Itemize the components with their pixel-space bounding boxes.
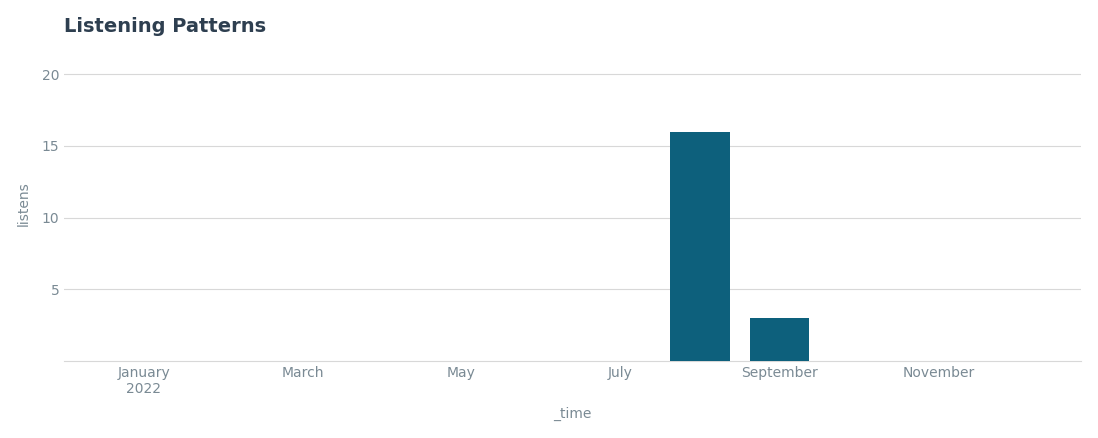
Y-axis label: listens: listens <box>16 181 31 226</box>
Bar <box>750 318 809 361</box>
Bar <box>670 131 730 361</box>
Text: Listening Patterns: Listening Patterns <box>65 17 267 35</box>
X-axis label: _time: _time <box>553 407 592 421</box>
